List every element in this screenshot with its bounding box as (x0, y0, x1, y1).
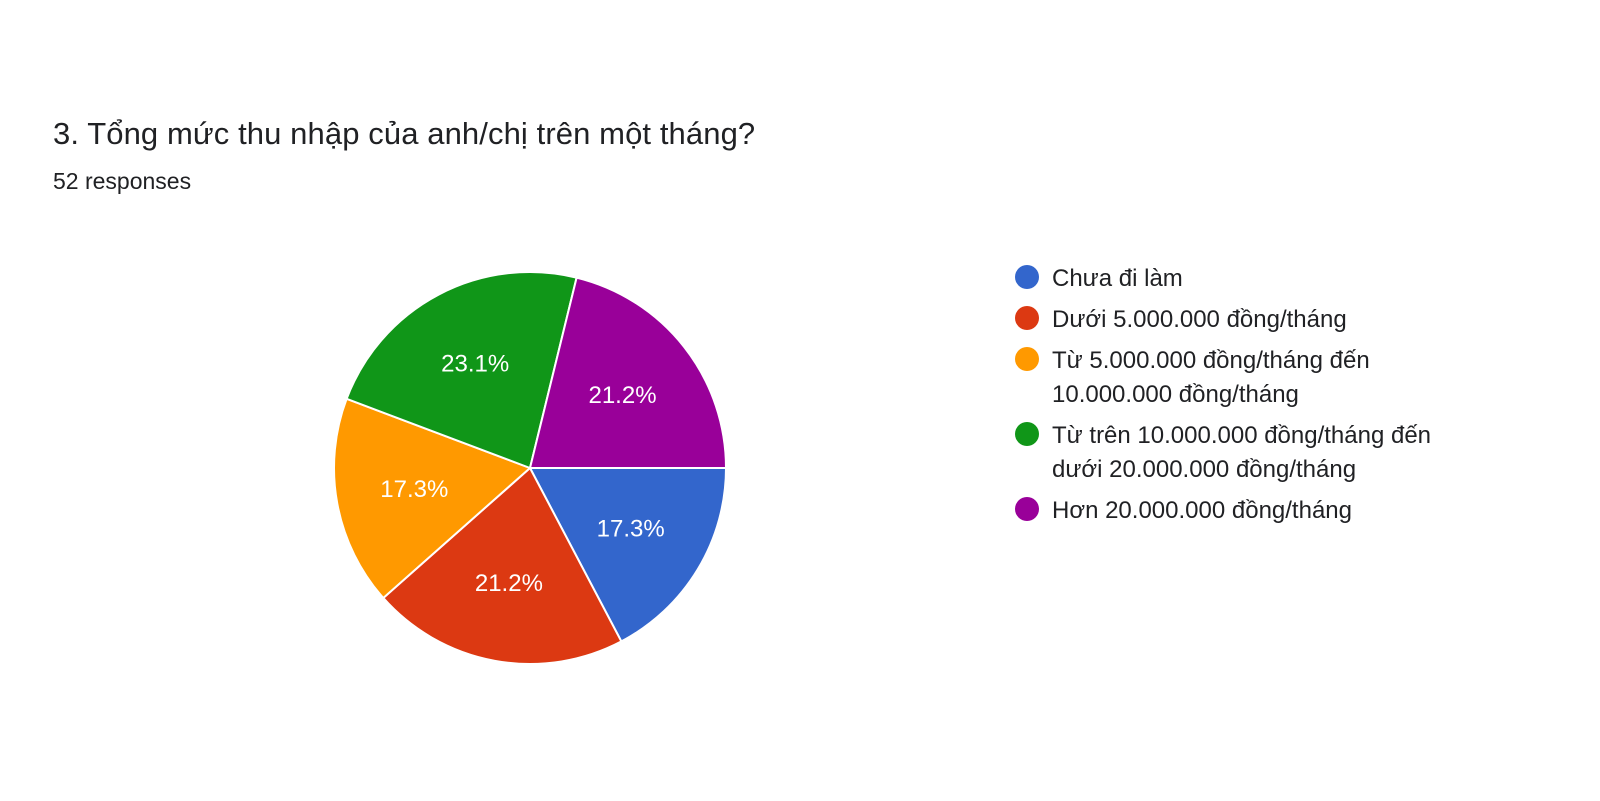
pie-slice[interactable] (528, 276, 728, 469)
slice-label: 23.1% (441, 350, 509, 377)
legend-swatch (1015, 347, 1039, 371)
legend-label: Hơn 20.000.000 đồng/tháng (1052, 497, 1352, 524)
legend-swatch (1015, 306, 1039, 330)
slice-label: 21.2% (588, 382, 656, 409)
legend-swatch (1015, 265, 1039, 289)
slice-label: 17.3% (597, 515, 665, 542)
legend-label: Dưới 5.000.000 đồng/tháng (1052, 306, 1347, 333)
legend-label: Chưa đi làm (1052, 265, 1183, 292)
slice-label: 21.2% (475, 570, 543, 597)
legend-item[interactable]: Hơn 20.000.000 đồng/tháng (1015, 494, 1535, 528)
pie-slice[interactable] (333, 397, 532, 600)
pie-slice[interactable] (345, 271, 578, 470)
legend-item[interactable]: Từ 5.000.000 đồng/tháng đến 10.000.000 đ… (1015, 344, 1535, 412)
legend-item[interactable]: Chưa đi làm (1015, 262, 1535, 296)
chart-title: 3. Tổng mức thu nhập của anh/chị trên mộ… (53, 116, 756, 151)
response-count: 52 responses (53, 168, 192, 194)
legend-item[interactable]: Dưới 5.000.000 đồng/tháng (1015, 303, 1535, 337)
legend-item[interactable]: Từ trên 10.000.000 đồng/tháng đến dưới 2… (1015, 419, 1535, 487)
legend-swatch (1015, 497, 1039, 521)
legend-label: Từ 5.000.000 đồng/tháng đến 10.000.000 đ… (1052, 347, 1370, 408)
legend-swatch (1015, 422, 1039, 446)
legend-label: Từ trên 10.000.000 đồng/tháng đến dưới 2… (1052, 422, 1432, 483)
legend: Chưa đi làm Dưới 5.000.000 đồng/tháng Từ 5… (1015, 262, 1535, 535)
slice-label: 17.3% (380, 476, 448, 503)
pie-slice[interactable] (528, 467, 728, 643)
pie-slice[interactable] (381, 466, 623, 665)
pie-chart: 17.3% 21.2% 17.3% 23.1% 21.2% (333, 271, 728, 665)
